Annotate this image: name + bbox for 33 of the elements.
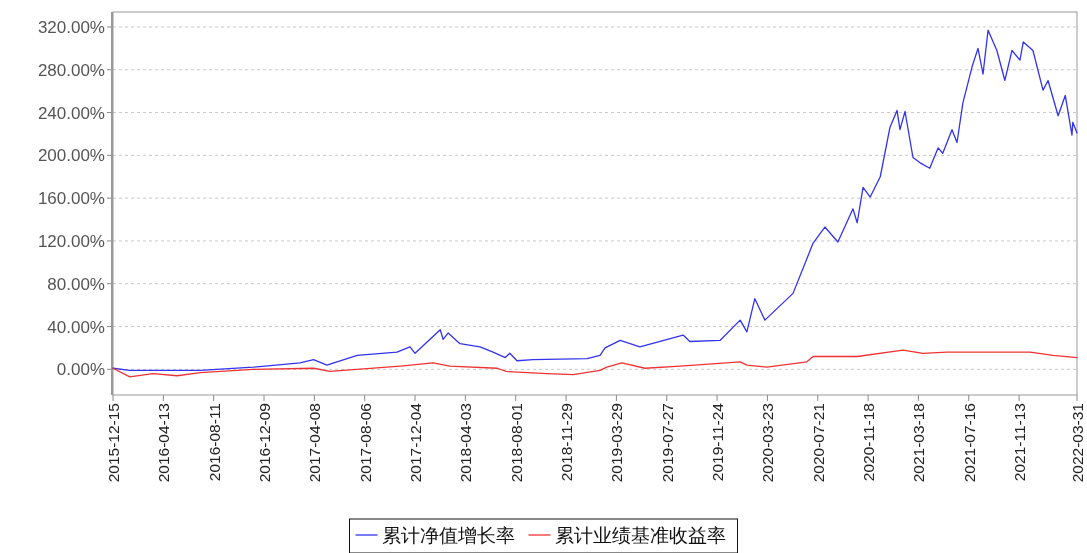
x-tick-label: 2019-11-24 (709, 402, 727, 482)
line-series (112, 29, 1078, 372)
x-tick-label: 2015-12-15 (105, 403, 122, 483)
y-tick-label: 160.00% (37, 189, 105, 209)
x-tick-label: 2016-04-13 (155, 403, 173, 483)
y-tick-label: 320.00% (37, 17, 105, 37)
y-tick-label: 200.00% (37, 146, 105, 166)
x-tick-label: 2021-11-13 (1011, 403, 1029, 482)
x-tick-label: 2018-04-03 (457, 403, 475, 483)
x-tick-label: 2020-11-18 (860, 403, 878, 482)
y-tick-label: 0.00% (56, 360, 105, 380)
x-tick-label: 2020-07-21 (809, 403, 827, 483)
legend-label: 累计业绩基准收益率 (554, 525, 726, 546)
x-tick-label: 2017-12-04 (407, 402, 425, 483)
x-tick-label: 2019-07-27 (658, 403, 676, 483)
x-tick-label: 2017-08-06 (356, 403, 374, 483)
y-tick-label: 80.00% (47, 274, 105, 294)
x-tick-label: 2016-08-11 (205, 403, 223, 482)
x-tick-label: 2021-03-18 (910, 403, 928, 483)
y-tick-label: 40.00% (47, 317, 105, 337)
x-tick-label: 2018-11-29 (558, 403, 576, 482)
x-tick-label: 2021-07-16 (960, 403, 978, 483)
x-tick-label: 2022-03-31 (1069, 403, 1086, 483)
x-tick-label: 2016-12-09 (256, 403, 274, 483)
x-tick-label: 2017-04-08 (306, 403, 324, 483)
y-tick-label: 240.00% (37, 103, 105, 123)
x-tick-label: 2020-03-23 (759, 403, 777, 483)
y-tick-label: 120.00% (37, 231, 105, 251)
x-tick-label: 2019-03-29 (608, 403, 626, 483)
y-tick-label: 280.00% (37, 60, 105, 80)
legend-label: 累计净值增长率 (381, 525, 515, 546)
line-series (112, 349, 1078, 378)
x-tick-label: 2018-08-01 (507, 403, 525, 483)
